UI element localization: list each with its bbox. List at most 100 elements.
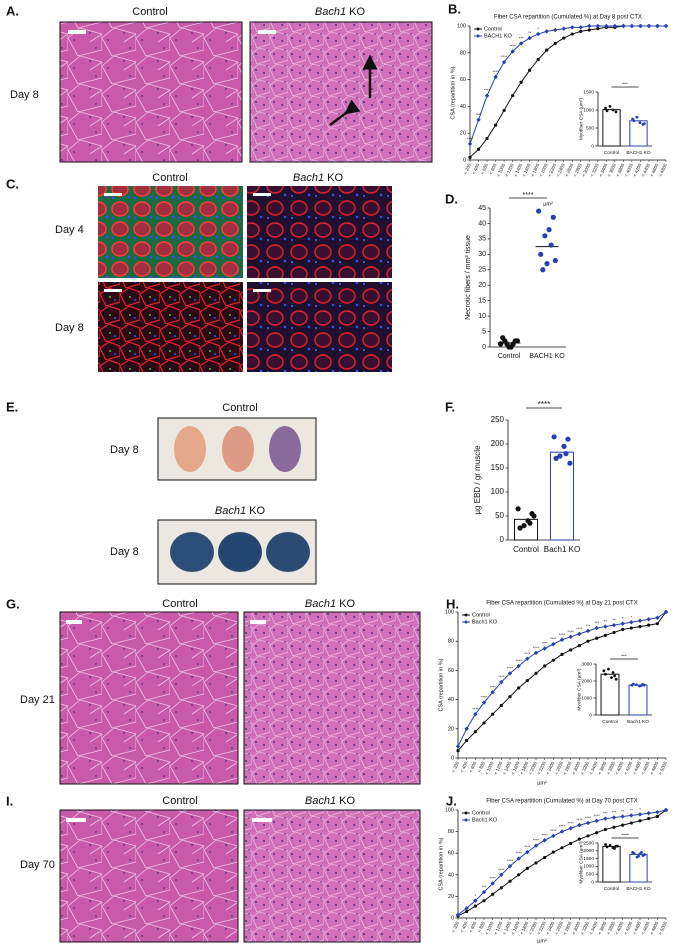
- data-point: [499, 872, 504, 877]
- data-point: [577, 643, 581, 648]
- x-tick-label: < 3400: [588, 920, 599, 935]
- y-tick-label: 100: [457, 23, 466, 29]
- legend-label: Control: [472, 810, 490, 816]
- data-point: [511, 94, 515, 98]
- data-point: [481, 700, 487, 705]
- data-point: [535, 31, 541, 37]
- data-point: [508, 695, 512, 699]
- data-point: [484, 93, 490, 98]
- significance: ****: [524, 844, 531, 849]
- x-tick-label: < 1000: [484, 760, 495, 775]
- significance: ****: [475, 112, 482, 117]
- data-point: [561, 26, 566, 31]
- scale-bar: [68, 30, 86, 34]
- data-point: [632, 851, 636, 855]
- data-point: [557, 453, 563, 459]
- y-axis-label: Myofiber CSA (µm²): [578, 97, 584, 140]
- data-point: [643, 853, 646, 857]
- x-tick-label: < 400: [459, 760, 469, 773]
- data-point: [473, 904, 477, 908]
- data-point: [639, 684, 643, 688]
- data-point: [544, 29, 549, 34]
- legend-label: Bach1 KO: [472, 619, 498, 625]
- y-tick-label: 20: [448, 894, 454, 900]
- data-point: [525, 656, 530, 661]
- data-point: [565, 436, 571, 442]
- significance: *: [537, 26, 539, 31]
- data-point: [560, 846, 564, 850]
- data-point: [546, 227, 552, 233]
- significance: ****: [550, 636, 557, 641]
- data-point: [605, 845, 609, 849]
- significance: ****: [492, 69, 499, 74]
- data-point: [596, 27, 600, 31]
- significance: ****: [538, 400, 550, 409]
- data-point: [605, 109, 609, 113]
- data-point: [603, 827, 607, 832]
- column-label: Control: [162, 795, 197, 807]
- bar: [602, 845, 621, 883]
- data-point: [568, 634, 573, 640]
- data-point: [456, 749, 460, 753]
- micrograph: [98, 282, 243, 372]
- y-tick-label: 35: [478, 236, 486, 243]
- data-point: [602, 669, 606, 673]
- y-tick-label: 50: [495, 511, 504, 520]
- column-label: Bach1 KO: [305, 598, 356, 610]
- data-point: [501, 59, 507, 65]
- significance: ***: [519, 35, 524, 40]
- data-point: [603, 633, 607, 637]
- y-tick-label: 60: [460, 77, 466, 83]
- data-point: [508, 879, 512, 883]
- significance: **: [528, 30, 532, 35]
- data-point: [476, 147, 481, 151]
- significance: *: [475, 893, 477, 898]
- panel-label: A.: [6, 3, 19, 18]
- y-tick-label: 60: [448, 851, 454, 857]
- significance: ****: [533, 838, 540, 843]
- data-point: [528, 68, 532, 72]
- data-point: [611, 108, 615, 112]
- y-tick-label: 0: [591, 143, 594, 149]
- bar: [600, 673, 620, 716]
- data-point: [635, 115, 639, 119]
- row-label: Day 21: [20, 694, 55, 706]
- muscle: [269, 426, 301, 472]
- x-tick-label: < 1600: [510, 920, 521, 935]
- data-point: [482, 899, 486, 903]
- column-label: Bach1 KO: [293, 172, 344, 184]
- x-tick-label: < 2400: [545, 920, 556, 935]
- y-tick-label: 3000: [581, 661, 592, 667]
- muscle: [266, 532, 310, 572]
- significance: ***: [603, 811, 608, 816]
- data-point: [663, 609, 669, 615]
- data-point: [594, 818, 599, 823]
- data-point: [647, 623, 651, 627]
- data-point: [518, 41, 524, 46]
- data-point: [553, 27, 558, 33]
- significance: ****: [523, 192, 534, 199]
- x-tick-label: < 200: [451, 760, 461, 773]
- y-tick-label: 10: [478, 313, 486, 320]
- x-tick-label: < 2600: [554, 920, 565, 935]
- data-point: [604, 843, 607, 846]
- y-tick-label: 250: [491, 415, 505, 424]
- x-tick-label: Control: [604, 886, 619, 892]
- data-point: [655, 615, 660, 621]
- significance: ****: [498, 867, 505, 872]
- x-tick-label: < 2400: [545, 760, 556, 775]
- x-tick-label: Control: [604, 150, 619, 156]
- data-point: [595, 636, 599, 640]
- data-point: [570, 25, 575, 30]
- data-point: [533, 843, 539, 848]
- data-point: [603, 816, 608, 821]
- data-point: [553, 455, 559, 461]
- x-tick-label: < 2600: [554, 760, 565, 775]
- x-tick-label: < 1200: [493, 760, 504, 775]
- x-tick-label: < 4200: [623, 760, 634, 775]
- x-tick-label: < 1400: [513, 162, 524, 177]
- data-point: [464, 906, 469, 911]
- data-point: [587, 23, 592, 29]
- x-tick-label: < 4200: [632, 162, 643, 177]
- data-point: [533, 650, 539, 656]
